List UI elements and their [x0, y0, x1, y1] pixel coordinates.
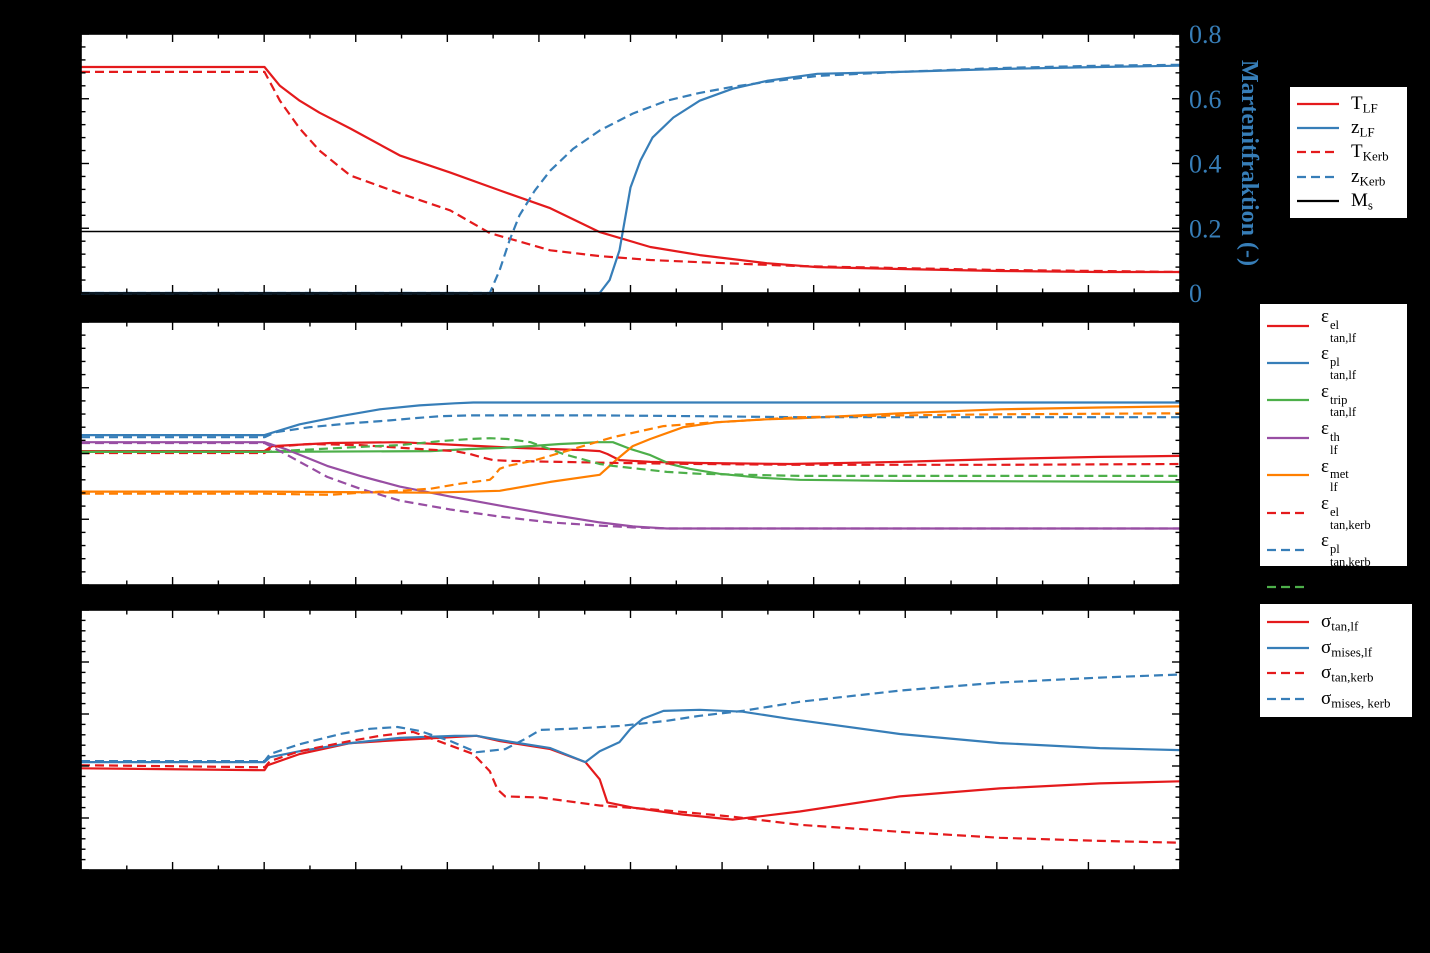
- right-axis: Martenitfraktion (-) 0 0.2 0.4 0.6 0.8: [1189, 20, 1262, 308]
- panel-background: [81, 322, 1180, 585]
- curve-sigma_mises_lf: [81, 708, 1181, 764]
- legend-label: σtan,kerb: [1321, 662, 1374, 685]
- legend-entry: TKerb: [1296, 141, 1405, 164]
- legend-label: TKerb: [1351, 141, 1389, 164]
- panel-strains: [80, 321, 1181, 586]
- right-axis-tick-0.6: 0.6: [1189, 85, 1222, 114]
- legend-label: σmises, kerb: [1321, 687, 1391, 710]
- curve-eps_trip_tan_kerb: [81, 437, 1180, 477]
- curve-eps_trip_tan_lf: [81, 441, 1181, 483]
- legend-label: Ms: [1351, 189, 1373, 213]
- legend-entry: TLF: [1296, 94, 1405, 114]
- legend-label: zKerb: [1351, 165, 1386, 188]
- legend-label: σtan,lf: [1321, 611, 1359, 634]
- panel-border: [80, 321, 1181, 586]
- legend-entry: σtan,kerb: [1266, 663, 1410, 683]
- legend-line-sample: [1267, 548, 1309, 552]
- curve-eps_th_kerb: [81, 441, 1180, 530]
- panel-background: [81, 610, 1180, 870]
- legend-line-sample: [1267, 621, 1309, 624]
- legend-line-sample: [1267, 697, 1309, 700]
- legend-entry: zLF: [1296, 118, 1405, 138]
- panel-stresses: [80, 609, 1181, 871]
- legend-entry: ε pl tan,lf: [1266, 344, 1405, 381]
- legend-line-sample: [1297, 199, 1339, 202]
- legend-line-sample: [1267, 324, 1309, 327]
- right-axis-title: Martenitfraktion (-): [1236, 60, 1262, 266]
- legend-entry: Ms: [1296, 191, 1405, 211]
- legend-label: ε met lf: [1321, 455, 1349, 495]
- panel-border: [80, 33, 1181, 294]
- legend-entry: ε trip tan,lf: [1266, 382, 1405, 419]
- legend-label: ε el tan,kerb: [1321, 492, 1371, 532]
- right-axis-tick-0: 0: [1189, 279, 1202, 308]
- legend-label: ε trip tan,lf: [1321, 380, 1357, 420]
- legend-line-sample: [1267, 511, 1309, 514]
- legend-line-sample: [1297, 127, 1339, 130]
- legend-label: ε trip tan,kerb: [1321, 567, 1371, 607]
- legend-label: ε pl tan,lf: [1321, 343, 1357, 382]
- legend-line-sample: [1297, 151, 1339, 154]
- curve-eps_met_kerb: [81, 412, 1181, 496]
- curve-eps_pl_tan_kerb: [81, 414, 1180, 439]
- legend-entry: ε trip tan,kerb: [1266, 569, 1405, 606]
- legend-entry: ε th lf: [1266, 419, 1405, 456]
- curve-T_Kerb: [81, 70, 1181, 274]
- curve-eps_met_lf: [81, 405, 1181, 494]
- legend-box-1: TLF zLF TKerb zKerb Ms: [1289, 86, 1408, 219]
- legend-entry: ε el tan,kerb: [1266, 494, 1405, 531]
- legend-entry: σtan,lf: [1266, 612, 1410, 632]
- legend-box-2: ε el tan,lf ε pl tan,lf ε trip tan,lf ε th lf ε met lf…: [1259, 303, 1408, 680]
- curve-eps_el_tan_kerb: [81, 442, 1181, 466]
- curve-z_Kerb: [81, 63, 1181, 295]
- legend-line-sample: [1297, 175, 1339, 178]
- panel-background: [81, 34, 1180, 293]
- legend-label: TLF: [1351, 92, 1378, 116]
- legend-line-sample: [1267, 586, 1309, 589]
- right-axis-tick-0.4: 0.4: [1189, 150, 1222, 179]
- legend-entry: σmises,lf: [1266, 638, 1410, 658]
- right-axis-tick-0.8: 0.8: [1189, 20, 1222, 49]
- legend-line-sample: [1267, 646, 1309, 649]
- legend-line-sample: [1267, 672, 1309, 675]
- legend-label: σmises,lf: [1321, 636, 1373, 659]
- legend-label: zLF: [1351, 117, 1375, 140]
- legend-label: ε el tan,lf: [1321, 306, 1357, 345]
- legend-entry: ε pl tan,kerb: [1266, 531, 1405, 568]
- legend-label: ε pl tan,kerb: [1321, 530, 1371, 569]
- legend-line-sample: [1267, 399, 1309, 402]
- legend-entry: σmises, kerb: [1266, 689, 1410, 709]
- legend-entry: zKerb: [1296, 167, 1405, 187]
- legend-line-sample: [1267, 436, 1309, 439]
- panel-border: [80, 609, 1181, 871]
- legend-line-sample: [1267, 474, 1309, 477]
- legend-line-sample: [1267, 361, 1309, 365]
- legend-entry: ε el tan,lf: [1266, 307, 1405, 344]
- legend-box-3: σtan,lf σmises,lf σtan,kerb σmises, kerb: [1259, 603, 1413, 718]
- legend-label: ε th lf: [1321, 418, 1340, 457]
- panel-temperature-martensite: [80, 33, 1181, 295]
- right-axis-tick-labels: 0 0.2 0.4 0.6 0.8: [1189, 20, 1222, 308]
- curve-sigma_tan_lf: [80, 734, 1181, 821]
- legend-entry: ε met lf: [1266, 457, 1405, 494]
- chart-panels: [80, 33, 1181, 871]
- right-axis-tick-0.2: 0.2: [1189, 214, 1222, 243]
- legend-line-sample: [1297, 102, 1339, 106]
- curve-sigma_tan_kerb: [80, 730, 1181, 844]
- curve-sigma_mises_kerb: [81, 673, 1181, 763]
